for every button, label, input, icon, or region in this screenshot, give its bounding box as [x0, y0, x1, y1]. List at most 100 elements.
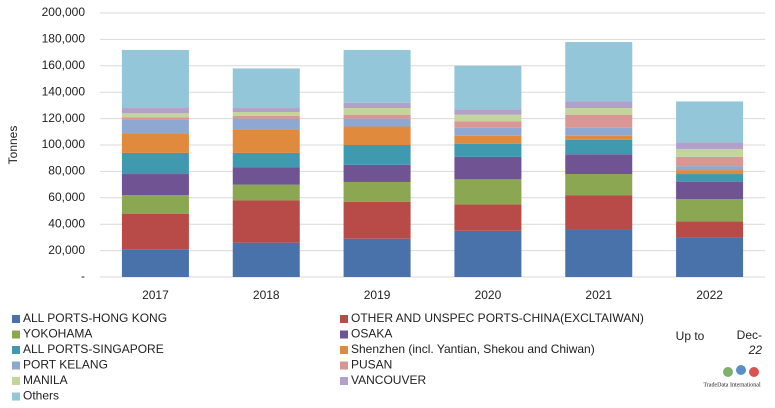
bar-segment: [565, 114, 633, 128]
logo-dot: [749, 367, 759, 377]
legend-label: PORT KELANG: [23, 358, 108, 372]
bar-segment: [121, 249, 189, 277]
bar-segment: [343, 49, 411, 103]
y-axis-label: Tonnes: [6, 126, 20, 165]
bar-segment: [565, 139, 633, 155]
bar-segment: [232, 115, 300, 119]
bar-segment: [454, 179, 522, 205]
y-tick-label: 20,000: [48, 243, 85, 257]
bar-segment: [232, 108, 300, 112]
legend-swatch: [12, 315, 20, 323]
y-tick-label: 120,000: [42, 111, 86, 125]
legend-label: OSAKA: [351, 327, 392, 341]
bar-segment: [121, 213, 189, 250]
y-tick-label: 160,000: [42, 58, 86, 72]
y-tick-label: 40,000: [48, 216, 85, 230]
bar-segment: [676, 199, 744, 222]
bar-segment: [232, 68, 300, 109]
y-tick-label: 60,000: [48, 190, 85, 204]
logo-dot: [723, 367, 733, 377]
bar-segment: [565, 101, 633, 109]
bar-segment: [121, 133, 189, 153]
bar-segment: [232, 118, 300, 130]
y-tick-label: 80,000: [48, 164, 85, 178]
logo-dot: [736, 365, 746, 375]
legend-label: Shenzhen (incl. Yantian, Shekou and Chiw…: [351, 342, 595, 356]
note-date: Dec-: [737, 328, 762, 342]
bar-segment: [121, 117, 189, 120]
bar-segment: [232, 129, 300, 153]
bar-segment: [121, 195, 189, 214]
bar-segment: [454, 156, 522, 180]
bar-segment: [676, 170, 744, 175]
bar-segment: [121, 152, 189, 175]
bar-segment: [676, 237, 744, 277]
bar-segment: [565, 174, 633, 196]
bar-segment: [454, 135, 522, 144]
x-tick-label: 2017: [142, 288, 169, 302]
bar-segment: [121, 174, 189, 196]
bar-segment: [454, 143, 522, 157]
legend-swatch: [12, 392, 20, 401]
bar-segment: [454, 65, 522, 110]
bar-segment: [676, 156, 744, 167]
logo: TradeData International: [703, 365, 761, 388]
bar-segment: [232, 242, 300, 277]
bar-segment: [343, 118, 411, 127]
bar-segment: [454, 204, 522, 231]
legend-label: MANILA: [23, 373, 68, 387]
bar-segment: [676, 181, 744, 200]
bar-segment: [121, 108, 189, 114]
bar-segment: [232, 112, 300, 116]
legend-swatch: [340, 330, 348, 339]
bar-segment: [565, 154, 633, 175]
bar-segment: [454, 114, 522, 122]
note-up-to: Up to: [676, 329, 705, 343]
legend-swatch: [340, 315, 348, 323]
legend-label: ALL PORTS-SINGAPORE: [23, 342, 164, 356]
legend-swatch: [340, 377, 348, 385]
bar-segment: [676, 221, 744, 238]
legend-swatch: [340, 346, 348, 354]
bar-segment: [565, 229, 633, 277]
x-tick-label: 2022: [696, 288, 723, 302]
bar-segment: [343, 108, 411, 115]
bar-segment: [343, 126, 411, 145]
bar-segment: [565, 135, 633, 140]
legend-swatch: [12, 330, 20, 339]
legend-swatch: [12, 377, 20, 385]
bar-segment: [343, 164, 411, 182]
legend-swatch: [340, 361, 348, 370]
y-tick-label: 140,000: [42, 84, 86, 98]
y-tick-label: -: [81, 269, 85, 283]
bar-segment: [676, 142, 744, 149]
bar-segment: [676, 166, 744, 171]
logo-text: TradeData International: [703, 382, 761, 388]
x-tick-label: 2018: [253, 288, 280, 302]
bar-segment: [454, 121, 522, 128]
bar-segment: [565, 195, 633, 230]
legend-label: PUSAN: [351, 358, 392, 372]
bar-segment: [232, 200, 300, 243]
legend-label: OTHER AND UNSPEC PORTS-CHINA(EXCLTAIWAN): [351, 311, 644, 325]
legend-label: YOKOHAMA: [23, 327, 92, 341]
bar-segment: [454, 127, 522, 136]
x-tick-label: 2021: [585, 288, 612, 302]
bar-segment: [565, 127, 633, 136]
note-date: 22: [748, 343, 763, 357]
legend-label: Others: [23, 389, 59, 403]
y-tick-label: 180,000: [42, 32, 86, 46]
y-tick-label: 200,000: [42, 5, 86, 19]
bar-segment: [454, 109, 522, 115]
bar-segment: [343, 181, 411, 202]
bar-segment: [232, 184, 300, 201]
x-tick-label: 2019: [364, 288, 391, 302]
bar-segment: [565, 42, 633, 102]
bar-segment: [676, 148, 744, 157]
bar-segment: [676, 101, 744, 143]
legend-swatch: [12, 361, 20, 370]
bar-segment: [343, 201, 411, 239]
bar-segment: [121, 49, 189, 109]
bar-segment: [565, 108, 633, 115]
